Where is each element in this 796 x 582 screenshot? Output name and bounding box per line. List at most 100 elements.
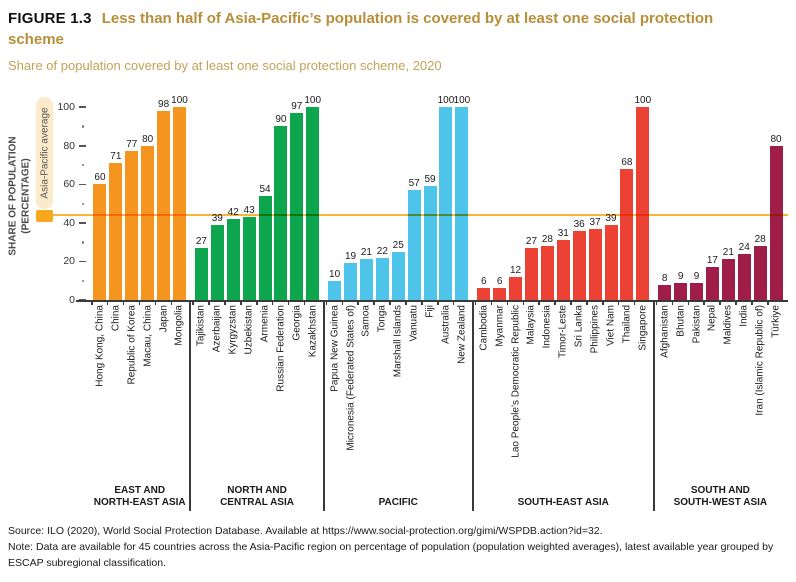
country-label-slot: Vanuatu [405, 302, 422, 477]
country-label: Georgia [291, 305, 303, 341]
bar [737, 253, 751, 300]
bar-value-label: 80 [770, 133, 782, 145]
bar [636, 107, 650, 300]
y-tick-mark [79, 299, 86, 301]
x-label-group: Cambodia Myanmar Lao People’s Democratic R… [474, 302, 655, 477]
country-label: China [110, 305, 122, 332]
country-label-slot: Afghanistan [655, 302, 673, 477]
y-minor-tick [81, 125, 84, 128]
bar-column: 39 [209, 89, 225, 300]
bar [753, 245, 767, 300]
country-label-slot: Georgia [287, 302, 305, 477]
country-label: Hong Kong, China [94, 305, 106, 387]
bar-value-label: 22 [376, 245, 388, 257]
country-label: Malaysia [525, 305, 537, 345]
bar-column: 57 [406, 89, 422, 300]
x-axis-labels: Hong Kong, China China Republic of Korea Ma… [8, 302, 788, 477]
bar [157, 110, 171, 300]
bar-value-label: 42 [227, 206, 239, 218]
bar-column: 24 [736, 89, 752, 300]
country-label: Papua New Guinea [329, 305, 341, 392]
bar [344, 263, 358, 300]
country-label-slot: Sri Lanka [570, 302, 587, 477]
bar-value-label: 28 [754, 233, 766, 245]
country-label-slot: Micronesia (Federated States of) [341, 302, 359, 477]
bar [109, 162, 123, 300]
bar-value-label: 9 [677, 270, 684, 282]
average-badge: Asia-Pacific average [36, 97, 53, 209]
bar-value-label: 68 [621, 156, 633, 168]
country-label: Myanmar [494, 305, 506, 347]
bar-column: 43 [241, 89, 257, 300]
x-label-group: Papua New Guinea Micronesia (Federated St… [325, 302, 474, 477]
bar-column: 42 [225, 89, 241, 300]
bar [493, 288, 507, 300]
bar-value-label: 100 [304, 95, 322, 106]
country-label-slot: Malaysia [522, 302, 540, 477]
y-tick-mark [79, 145, 86, 147]
country-label: Azerbaijan [211, 305, 223, 353]
country-label: Singapore [637, 305, 649, 351]
x-label-group: Tajikistan Azerbaijan Kyrgyzstan Uzbekistan… [191, 302, 325, 477]
bar-value-label: 24 [738, 241, 750, 253]
y-axis-title: SHARE OF POPULATION (PERCENTAGE) [7, 135, 32, 256]
bar-column: 27 [193, 89, 209, 300]
bar [407, 190, 421, 300]
bar-column: 31 [555, 89, 571, 300]
bar-value-label: 39 [605, 212, 617, 224]
bar-value-label: 43 [243, 205, 255, 217]
country-label-slot: Kyrgyzstan [224, 302, 241, 477]
bar-value-label: 27 [195, 235, 207, 247]
country-label: Indonesia [541, 305, 553, 349]
group-label-cell: NORTH AND CENTRAL ASIA [191, 477, 325, 511]
bar-column: 27 [524, 89, 540, 300]
average-line [44, 214, 788, 217]
bar-value-label: 17 [706, 255, 718, 267]
source-text: Source: ILO (2020), World Social Protect… [8, 525, 603, 537]
country-label-slot: Myanmar [490, 302, 508, 477]
bar-column: 8 [657, 89, 673, 300]
bar-column: 54 [257, 89, 273, 300]
bar-column: 28 [752, 89, 768, 300]
country-label-slot: Republic of Korea [122, 302, 140, 477]
bar-value-label: 36 [573, 218, 585, 230]
bar [306, 107, 320, 300]
bar-column: 77 [124, 89, 140, 300]
x-label-group: Hong Kong, China China Republic of Korea Ma… [90, 302, 192, 477]
group-label-cell: PACIFIC [325, 477, 474, 511]
country-label: Vanuatu [408, 305, 420, 342]
country-label: Türkiye [770, 305, 782, 338]
country-label: Iran (Islamic Republic of) [754, 305, 766, 416]
country-label-slot: Bhutan [671, 302, 689, 477]
country-label: Lao People’s Democratic Republic [510, 305, 522, 458]
country-label-slot: Tajikistan [192, 302, 209, 477]
x-label-group: Afghanistan Bhutan Pakistan Nepal Maldives In… [655, 302, 788, 477]
country-label: Kyrgyzstan [227, 305, 239, 355]
y-tick-mark [79, 222, 86, 224]
bar-value-label: 98 [158, 98, 170, 110]
group-label: PACIFIC [378, 497, 418, 508]
group-label: EAST AND NORTH-EAST ASIA [93, 485, 186, 508]
bar-group: 60 71 77 80 98 100 [90, 89, 191, 300]
y-axis-title-zone: SHARE OF POPULATION (PERCENTAGE) [8, 89, 32, 302]
bar-column: 28 [539, 89, 555, 300]
y-tick-label: 20 [63, 255, 75, 268]
bar [439, 107, 453, 300]
y-tick-label: 0 [69, 294, 75, 306]
bar-value-label: 100 [437, 95, 455, 106]
bar-value-label: 37 [589, 216, 601, 228]
plot: 60 71 77 80 98 100 27 39 42 43 54 90 97 100 10 19 21 22 25… [90, 89, 788, 302]
bar-column: 60 [92, 89, 108, 300]
country-label-slot: Australia [437, 302, 454, 477]
bar-column: 100 [438, 89, 454, 300]
bar-column: 80 [140, 89, 156, 300]
bar-column: 71 [108, 89, 124, 300]
bar [93, 184, 107, 300]
country-label: Marshall Islands [392, 305, 404, 378]
group-label: SOUTH AND SOUTH-WEST ASIA [673, 485, 768, 508]
country-label: Armenia [259, 305, 271, 343]
chart: SHARE OF POPULATION (PERCENTAGE) Asia-Pac… [8, 89, 788, 511]
country-label: Samoa [360, 305, 372, 337]
y-tick-label: 80 [63, 139, 75, 152]
country-label: Fiji [424, 305, 436, 318]
